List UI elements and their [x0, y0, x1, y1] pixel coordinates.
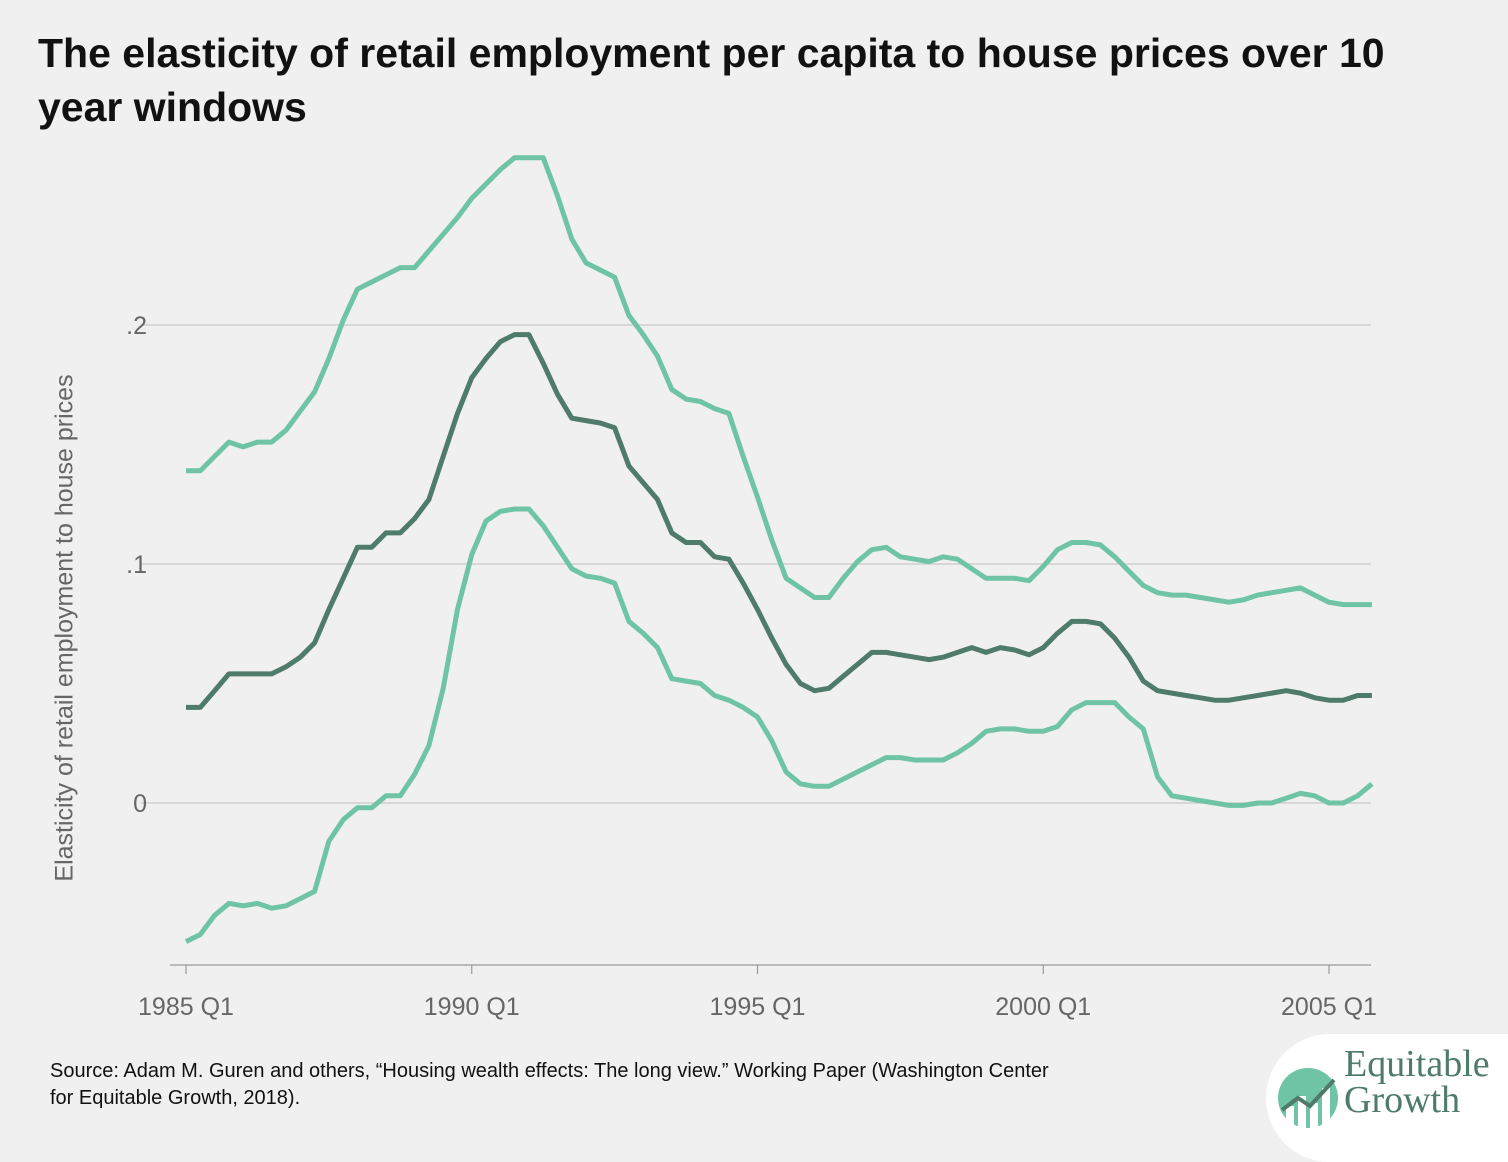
- chart-title: The elasticity of retail employment per …: [38, 30, 1385, 130]
- x-axis: [170, 964, 1371, 974]
- x-tick-label: 1990 Q1: [424, 993, 520, 1021]
- source-note: Source: Adam M. Guren and others, “Housi…: [50, 1060, 1049, 1109]
- x-tick-label: 1985 Q1: [138, 993, 234, 1021]
- rising-line-chart-logo-icon: [1278, 1068, 1338, 1128]
- y-axis-label: Elasticity of retail employment to house…: [50, 374, 79, 882]
- series-line-lower: [184, 506, 1374, 944]
- tick-labels: 0 .1 .2 1985 Q1 1990 Q1 1995 Q1 2000 Q1 2005 Q1: [126, 312, 1377, 1021]
- y-tick-label: .1: [126, 551, 147, 579]
- x-tick-label: 2005 Q1: [1281, 993, 1377, 1021]
- y-tick-label: 0: [133, 790, 147, 818]
- equitable-growth-logo[interactable]: Equitable Growth: [1266, 1034, 1508, 1162]
- y-tick-label: .2: [126, 312, 147, 340]
- series-line-upper: [186, 155, 1372, 608]
- grid-lines: [141, 324, 1371, 804]
- series-lines: [184, 155, 1374, 944]
- x-tick-label: 2000 Q1: [995, 993, 1091, 1021]
- logo-text-line2: Growth: [1344, 1079, 1461, 1121]
- series-line-estimate: [186, 332, 1372, 710]
- x-tick-label: 1995 Q1: [710, 993, 806, 1021]
- logo-text-line1: Equitable: [1344, 1043, 1490, 1085]
